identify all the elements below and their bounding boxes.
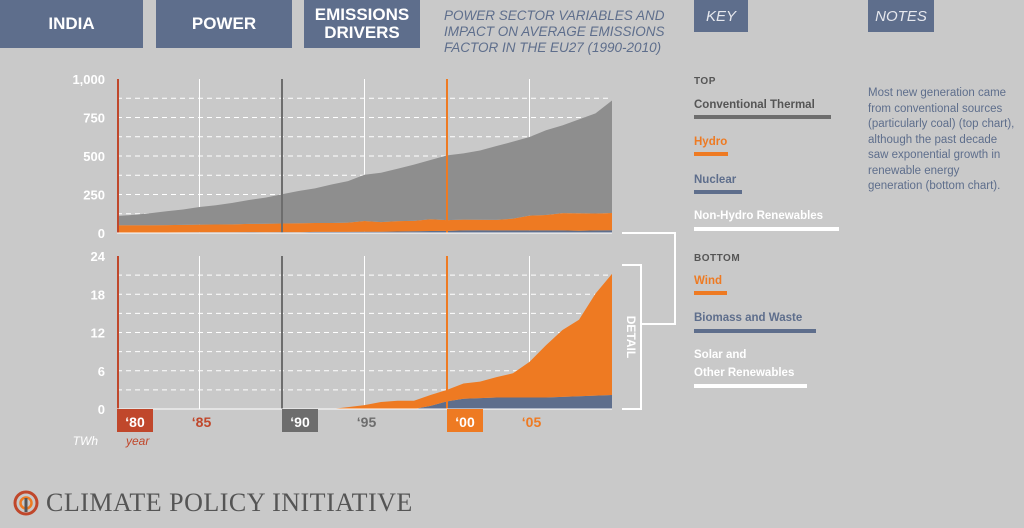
key-item-wind: Wind [694,275,722,287]
key-bottom-heading: BOTTOM [694,253,741,264]
x-tick-label: ‘05 [522,414,542,430]
top-chart-area-nuclear [117,230,612,233]
tab-emissions-drivers[interactable]: EMISSIONS DRIVERS [304,0,420,48]
key-swatch-wind [694,291,727,295]
tab-emissions-label-line2: DRIVERS [324,23,400,42]
subtitle-line: POWER SECTOR VARIABLES AND [444,8,665,23]
top-chart-y-tick-label: 500 [83,149,105,164]
key-item-nuclear: Nuclear [694,174,737,186]
cpi-logo-icon [13,490,39,516]
tab-india-label: INDIA [48,14,95,33]
x-tick-label: ‘80 [125,414,145,430]
bottom-chart-y-tick-label: 24 [91,249,106,264]
key-button[interactable]: KEY [694,0,748,32]
y-unit-label: TWh [73,434,99,448]
cpi-logo: CLIMATE POLICY INITIATIVE [12,488,413,518]
tab-india[interactable]: INDIA [0,0,143,48]
top-chart-y-tick-label: 750 [83,111,105,126]
key-button-label: KEY [705,7,736,25]
top-chart-y-tick-label: 0 [98,226,105,241]
key-swatch-nuclear [694,190,742,194]
key-item-non-hydro-renewables: Non-Hydro Renewables [694,210,824,222]
x-tick-label-bg [447,409,483,432]
key-swatch-hydro [694,152,728,156]
x-axis-label: year [125,434,150,448]
top-chart-y-tick-label: 250 [83,188,105,203]
cpi-logo-text: CLIMATE POLICY INITIATIVE [46,488,413,517]
notes-button[interactable]: NOTES [868,0,934,32]
subtitle-line: IMPACT ON AVERAGE EMISSIONS [444,24,665,39]
x-tick-label: ‘00 [455,414,475,430]
detail-label: DETAIL [624,316,638,358]
key-item-solar-line1: Solar and [694,349,747,361]
key-top-heading: TOP [694,76,716,87]
key-swatch-solar-and-other-renewables [694,384,807,388]
top-chart-area-conventional-thermal [117,100,612,226]
key-item-conventional-thermal: Conventional Thermal [694,99,815,111]
bottom-chart-area-biomass-and-waste [117,394,612,409]
bottom-chart-y-tick-label: 18 [91,287,105,302]
top-chart-y-tick-label: 1,000 [72,72,105,87]
notes-text: Most new generation came from convention… [868,87,1015,192]
key-item-solar-line2: Other Renewables [694,367,795,379]
x-tick-label-bg [117,409,153,432]
subtitle-line: FACTOR IN THE EU27 (1990-2010) [444,40,662,55]
chart-subtitle: POWER SECTOR VARIABLES AND IMPACT ON AVE… [444,8,679,56]
tab-power-label: POWER [191,14,257,33]
tab-emissions-label-line1: EMISSIONS [314,5,410,24]
bottom-chart-y-tick-label: 0 [98,402,105,417]
x-tick-label: ‘85 [192,414,212,430]
bottom-chart-y-tick-label: 6 [98,364,105,379]
detail-connector-line [622,232,676,325]
x-tick-label-bg [282,409,318,432]
top-chart-area-hydro [117,212,612,233]
detail-bracket [622,264,642,410]
key-item-biomass-and-waste: Biomass and Waste [694,312,803,324]
key-swatch-conventional-thermal [694,115,831,119]
x-tick-label: ‘90 [290,414,310,430]
notes-button-label: NOTES [875,7,927,25]
key-swatch-non-hydro-renewables [694,227,839,231]
tab-power[interactable]: POWER [156,0,292,48]
x-tick-label: ‘95 [357,414,377,430]
bottom-chart-area-wind [117,273,612,409]
key-swatch-biomass-and-waste [694,329,816,333]
bottom-chart-y-tick-label: 12 [91,326,105,341]
key-item-hydro: Hydro [694,136,728,148]
